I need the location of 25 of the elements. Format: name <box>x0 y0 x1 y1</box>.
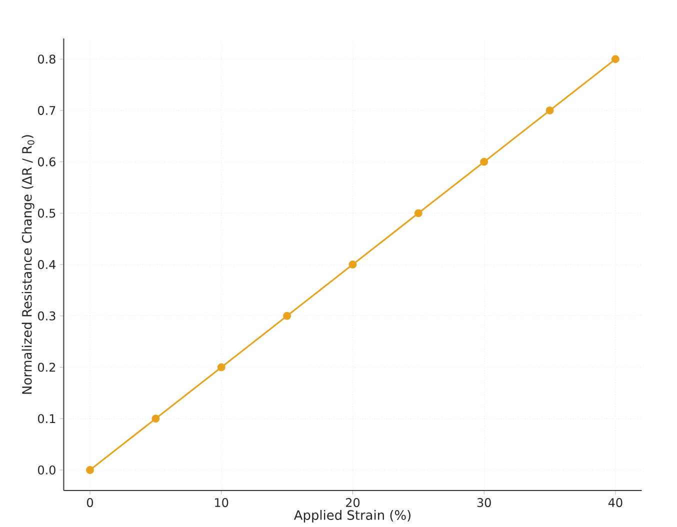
y-tick-label: 0.2 <box>38 362 56 372</box>
y-tick-label: 0.8 <box>38 54 56 64</box>
y-tick-label: 0.6 <box>38 157 56 166</box>
point <box>546 106 554 114</box>
point <box>283 312 292 320</box>
x-tick-label: 10 <box>215 498 228 508</box>
y-tick-label: 0.4 <box>38 260 56 270</box>
point <box>414 209 422 218</box>
x-axis-title: Applied Strain (%) <box>294 510 410 522</box>
y-tick-label: 0.1 <box>38 414 56 424</box>
point <box>86 466 94 474</box>
y-tick-label: 0.0 <box>38 465 56 475</box>
x-tick-label: 0 <box>86 498 94 508</box>
x-tick-label: 40 <box>608 498 622 508</box>
y-tick-label: 0.5 <box>38 208 56 218</box>
point <box>152 414 160 423</box>
point <box>348 260 357 269</box>
x-tick-label: 20 <box>346 498 360 508</box>
y-axis-title: Normalized Resistance Change (ΔR / R$_{0}$) <box>22 135 34 394</box>
point <box>611 55 620 64</box>
y-tick-label: 0.3 <box>38 311 56 320</box>
x-tick-label: 30 <box>477 498 491 508</box>
y-tick-label: 0.7 <box>38 106 56 115</box>
point <box>217 363 226 372</box>
point <box>480 158 488 166</box>
